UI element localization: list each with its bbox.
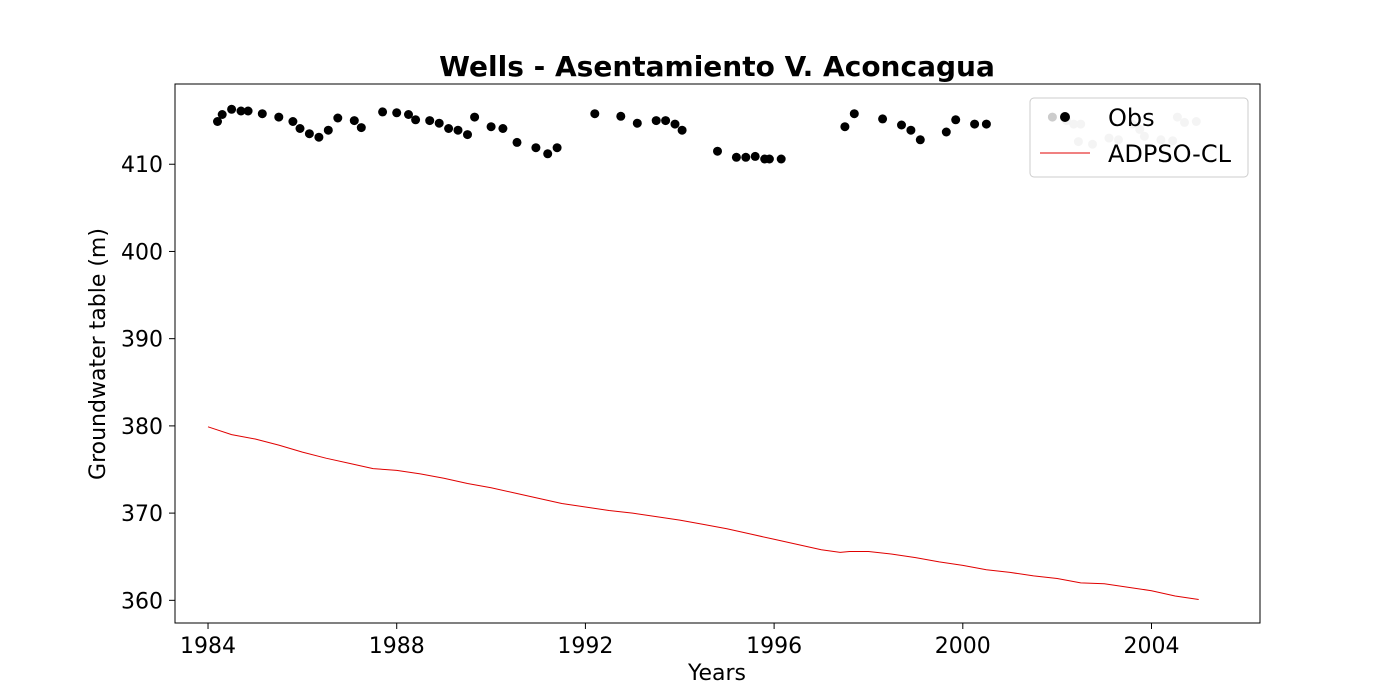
y-tick-label: 380 [121,415,163,440]
obs-point [713,146,722,156]
obs-point [750,151,760,161]
obs-point [670,119,680,129]
chart-title: Wells - Asentamiento V. Aconcagua [439,50,995,83]
obs-point [463,130,472,140]
obs-point [217,110,227,119]
legend-box [1029,97,1249,178]
obs-point [453,125,463,135]
obs-point [434,118,444,128]
obs-point [552,143,562,153]
obs-point [915,135,925,145]
obs-point [741,152,751,162]
x-tick-label: 1996 [746,634,802,659]
obs-point [356,123,366,133]
obs-point [257,109,267,119]
obs-point [349,116,359,126]
x-axis: 1984 1988 1992 1996 2000 2004 [180,623,1180,659]
obs-point [404,110,413,119]
obs-point [236,106,246,116]
obs-point [486,122,496,132]
obs-point [333,113,343,123]
obs-point [274,112,284,122]
obs-point [304,129,314,139]
obs-point [323,125,333,135]
obs-point [776,154,786,164]
obs-point [543,149,553,159]
obs-point [470,112,480,122]
legend: Obs ADPSO-CL [1029,97,1249,178]
obs-point [314,132,324,142]
plot-frame [174,83,1261,624]
obs-point [213,117,222,126]
obs-point [970,119,980,129]
x-tick-label: 1988 [369,634,425,659]
obs-point [764,154,774,164]
obs-point [288,117,298,126]
legend-obs-marker [1060,112,1070,122]
obs-point [677,125,687,135]
obs-point [897,120,906,130]
series-line-adpso-cl [207,426,1199,600]
y-tick-label: 390 [121,328,163,353]
obs-point [981,119,991,129]
obs-point [849,109,859,119]
obs-point [661,116,671,126]
obs-point [227,104,237,114]
y-axis: 360 370 380 390 400 410 [121,153,175,614]
obs-point [951,115,961,125]
legend-obs-label: Obs [1108,104,1155,132]
obs-point [512,137,522,147]
obs-point [906,125,916,135]
x-axis-label: Years [687,661,746,686]
obs-point [392,108,402,118]
x-tick-label: 1992 [557,634,613,659]
legend-model-label: ADPSO-CL [1108,140,1232,168]
y-tick-label: 370 [121,502,163,527]
obs-point [531,143,541,153]
y-tick-label: 410 [121,153,163,178]
y-axis-label: Groundwater table (m) [86,228,111,480]
obs-point [878,114,888,124]
x-tick-label: 2004 [1124,634,1180,659]
obs-point [840,122,850,132]
obs-point [632,118,642,128]
obs-point [498,124,508,133]
x-tick-label: 1984 [180,634,236,659]
obs-point [444,124,454,133]
obs-point [616,111,626,121]
obs-point [590,109,600,119]
obs-point [243,106,253,116]
obs-point [411,115,421,125]
obs-point [295,124,305,133]
obs-point [731,152,741,162]
obs-point [941,127,951,137]
y-tick-label: 360 [121,589,163,614]
x-tick-label: 2000 [935,634,991,659]
obs-point [378,107,388,117]
y-tick-label: 400 [121,240,163,265]
obs-point [651,116,661,126]
obs-point [425,116,435,126]
